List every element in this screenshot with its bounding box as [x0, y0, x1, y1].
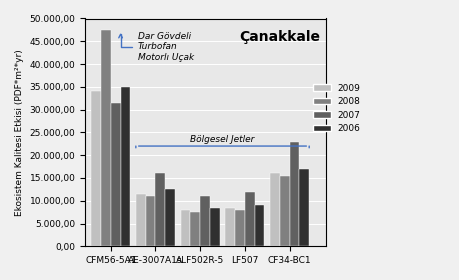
- Bar: [146, 196, 155, 246]
- Bar: [101, 30, 111, 246]
- Bar: [279, 176, 289, 246]
- Bar: [235, 210, 244, 246]
- Bar: [91, 91, 101, 246]
- Bar: [200, 196, 209, 246]
- Bar: [269, 173, 279, 246]
- Bar: [225, 207, 235, 246]
- Bar: [120, 87, 130, 246]
- Text: Çanakkale: Çanakkale: [239, 30, 320, 44]
- Y-axis label: Ekosistem Kalitesi Etkisi (PDF*m²*yr): Ekosistem Kalitesi Etkisi (PDF*m²*yr): [15, 49, 24, 216]
- Bar: [190, 212, 200, 246]
- Bar: [135, 194, 146, 246]
- Bar: [155, 173, 165, 246]
- Bar: [209, 207, 219, 246]
- Bar: [289, 141, 299, 246]
- Bar: [244, 192, 254, 246]
- Bar: [165, 189, 175, 246]
- Bar: [254, 205, 264, 246]
- Bar: [111, 103, 120, 246]
- Bar: [180, 210, 190, 246]
- Bar: [299, 169, 308, 246]
- Text: Bölgesel Jetler: Bölgesel Jetler: [190, 135, 254, 144]
- Legend: 2009, 2008, 2007, 2006: 2009, 2008, 2007, 2006: [308, 80, 364, 137]
- Text: Dar Gövdeli
Turbofan
Motorlı Uçak: Dar Gövdeli Turbofan Motorlı Uçak: [118, 32, 194, 62]
